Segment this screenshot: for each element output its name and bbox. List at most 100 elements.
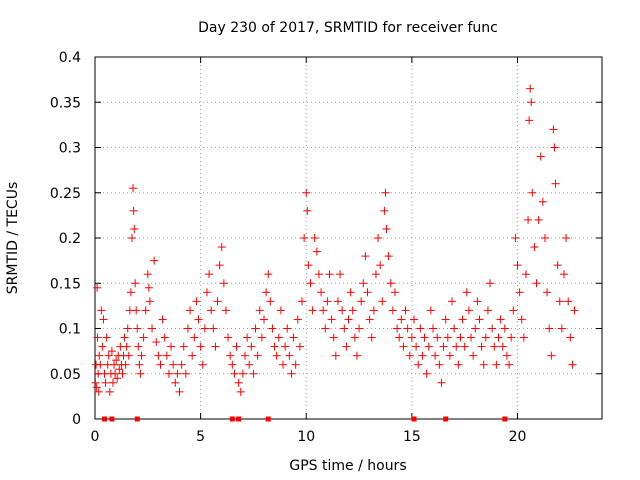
data-point — [107, 347, 116, 356]
data-point — [253, 351, 262, 360]
data-point — [183, 324, 192, 333]
data-point — [123, 324, 132, 333]
data-point — [553, 261, 562, 270]
data-point — [437, 378, 446, 387]
data-point — [209, 324, 218, 333]
data-point — [403, 324, 412, 333]
data-point — [530, 243, 539, 252]
data-point — [232, 342, 241, 351]
data-points — [91, 84, 579, 396]
data-point — [562, 234, 571, 242]
data-point — [285, 351, 294, 360]
data-point — [310, 234, 319, 242]
data-point — [390, 288, 399, 297]
data-point — [293, 315, 302, 324]
x-axis-marker — [134, 416, 140, 422]
data-point — [211, 342, 220, 351]
data-point — [287, 369, 296, 378]
data-point — [505, 360, 514, 369]
data-point — [243, 333, 252, 342]
data-point — [513, 261, 522, 270]
y-tick-label: 0.35 — [50, 95, 81, 111]
data-point — [393, 324, 402, 333]
y-tick-label: 0.05 — [50, 367, 81, 383]
data-point — [515, 288, 524, 297]
data-point — [289, 333, 298, 342]
data-point — [359, 279, 368, 288]
y-tick-label: 0 — [72, 412, 81, 428]
chart-title: Day 230 of 2017, SRMTID for receiver fun… — [198, 20, 498, 36]
data-point — [238, 369, 247, 378]
data-point — [312, 247, 321, 256]
data-point — [473, 297, 482, 306]
data-point — [371, 270, 380, 279]
x-tick-label: 0 — [91, 429, 100, 445]
data-point — [483, 306, 492, 315]
data-point — [525, 116, 534, 125]
x-axis-markers — [102, 416, 508, 422]
data-point — [101, 378, 110, 387]
data-point — [460, 342, 469, 351]
data-point — [306, 279, 315, 288]
data-point — [418, 351, 427, 360]
data-point — [148, 324, 157, 333]
data-point — [317, 288, 326, 297]
data-point — [121, 360, 130, 369]
data-point — [308, 306, 317, 315]
data-point — [145, 297, 154, 306]
data-point — [133, 324, 142, 333]
data-point — [228, 360, 237, 369]
data-point — [511, 234, 520, 242]
x-axis-marker — [411, 416, 417, 422]
y-tick-label: 0.4 — [59, 50, 81, 66]
data-point — [113, 374, 122, 383]
data-point — [333, 297, 342, 306]
data-point — [331, 351, 340, 360]
data-point — [350, 333, 359, 342]
data-point — [173, 369, 182, 378]
data-point — [407, 333, 416, 342]
data-point — [462, 288, 471, 297]
data-point — [190, 333, 199, 342]
data-point — [509, 306, 518, 315]
data-point — [431, 351, 440, 360]
data-point — [139, 333, 148, 342]
data-point — [129, 206, 138, 215]
data-point — [131, 279, 140, 288]
data-point — [132, 306, 141, 315]
data-point — [112, 356, 121, 365]
data-point — [129, 184, 138, 193]
data-point — [450, 324, 459, 333]
data-point — [336, 270, 345, 279]
data-point — [268, 324, 277, 333]
data-point — [298, 297, 307, 306]
data-point — [338, 306, 347, 315]
data-point — [536, 152, 545, 161]
data-point — [381, 188, 390, 197]
data-point — [283, 324, 292, 333]
data-point — [416, 324, 425, 333]
data-point — [93, 333, 102, 342]
data-point — [471, 324, 480, 333]
data-point — [162, 351, 171, 360]
data-point — [342, 342, 351, 351]
data-point — [547, 351, 556, 360]
data-point — [325, 270, 334, 279]
data-point — [136, 369, 145, 378]
data-point — [323, 297, 332, 306]
data-point — [426, 306, 435, 315]
data-point — [445, 351, 454, 360]
y-tick-label: 0.3 — [59, 141, 81, 157]
data-point — [550, 143, 559, 152]
data-point — [122, 342, 131, 351]
data-point — [492, 360, 501, 369]
data-point — [98, 342, 107, 351]
x-tick-label: 10 — [297, 429, 315, 445]
data-point — [321, 324, 330, 333]
data-point — [424, 342, 433, 351]
data-point — [395, 333, 404, 342]
data-point — [388, 306, 397, 315]
data-point — [302, 188, 311, 197]
data-point — [414, 360, 423, 369]
data-point — [160, 333, 169, 342]
